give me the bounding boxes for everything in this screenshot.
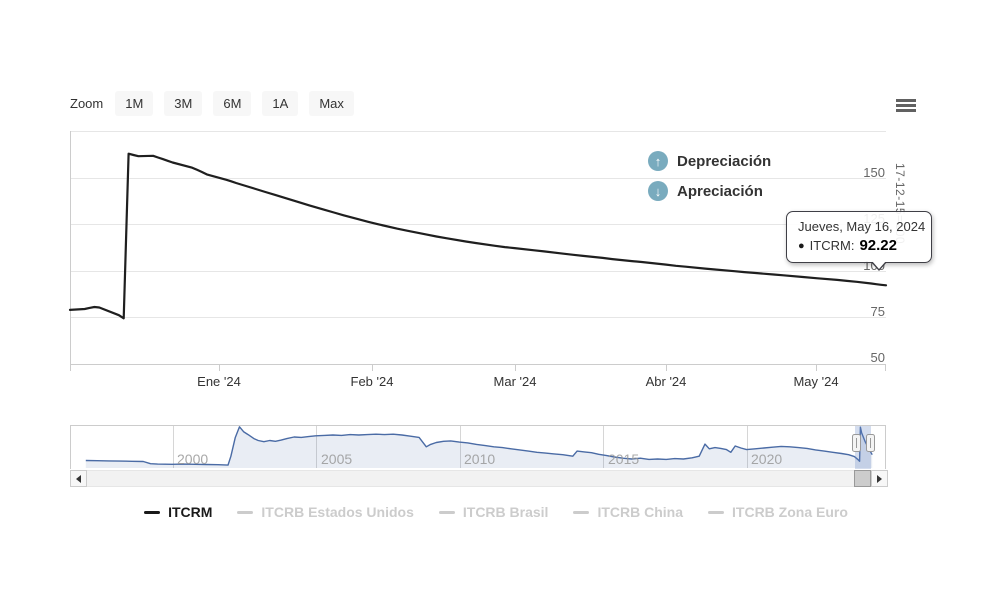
nav-label-2015: 2015 bbox=[608, 451, 640, 467]
hamburger-icon[interactable] bbox=[896, 96, 918, 114]
depreciation-row: ↑ Depreciación bbox=[646, 150, 778, 172]
series-legend: ITCRM ITCRB Estados Unidos ITCRB Brasil … bbox=[0, 504, 992, 520]
x-tick-feb24: Feb '24 bbox=[350, 374, 394, 389]
arrow-down-circle-icon: ↓ bbox=[648, 181, 668, 201]
legend-marker bbox=[144, 510, 161, 514]
direction-legend: ↑ Depreciación ↓ Apreciación bbox=[646, 150, 778, 202]
nav-label-2005: 2005 bbox=[321, 451, 353, 467]
legend-item-itcrb-estados-unidos[interactable]: ITCRB Estados Unidos bbox=[237, 504, 414, 520]
zoom-button-1a[interactable]: 1A bbox=[262, 91, 299, 116]
tooltip-date: Jueves, May 16, 2024 bbox=[798, 219, 926, 234]
legend-item-itcrm[interactable]: ITCRM bbox=[144, 504, 212, 520]
y-tick-50: 50 bbox=[870, 350, 885, 365]
legend-item-itcrb-china[interactable]: ITCRB China bbox=[573, 504, 683, 520]
legend-marker bbox=[438, 510, 455, 514]
legend-marker bbox=[708, 510, 725, 514]
scrollbar-left-button[interactable] bbox=[70, 470, 87, 487]
legend-label: ITCRB China bbox=[597, 504, 684, 520]
appreciation-row: ↓ Apreciación bbox=[646, 180, 778, 202]
zoom-button-max[interactable]: Max bbox=[309, 91, 354, 116]
appreciation-label: Apreciación bbox=[677, 182, 763, 200]
tooltip: Jueves, May 16, 2024 ● ITCRM: 92.22 bbox=[786, 211, 932, 271]
nav-label-2000: 2000 bbox=[177, 451, 209, 467]
x-tick-ene24: Ene '24 bbox=[197, 374, 241, 389]
right-triangle-icon bbox=[877, 474, 882, 483]
zoom-button-3m[interactable]: 3M bbox=[164, 91, 203, 116]
tooltip-value: 92.22 bbox=[859, 237, 897, 254]
y-tick-75: 75 bbox=[870, 304, 885, 319]
legend-label: ITCRB Zona Euro bbox=[732, 504, 848, 520]
scrollbar-right-button[interactable] bbox=[871, 470, 888, 487]
legend-marker bbox=[237, 510, 254, 514]
zoom-label: Zoom bbox=[70, 96, 104, 111]
nav-label-2020: 2020 bbox=[751, 451, 783, 467]
legend-label: ITCRB Brasil bbox=[462, 504, 549, 520]
legend-item-itcrb-zona-euro[interactable]: ITCRB Zona Euro bbox=[708, 504, 848, 520]
x-tick-abr24: Abr '24 bbox=[645, 374, 687, 389]
navigator-gridlines bbox=[173, 426, 748, 468]
legend-item-itcrb-brasil[interactable]: ITCRB Brasil bbox=[438, 504, 549, 520]
x-tick-may24: May '24 bbox=[793, 374, 839, 389]
arrow-up-circle-icon: ↑ bbox=[648, 151, 668, 171]
x-tick-mar24: Mar '24 bbox=[493, 374, 537, 389]
nav-label-2010: 2010 bbox=[464, 451, 496, 467]
y-tick-150: 150 bbox=[863, 165, 885, 180]
series-marker-icon: ● bbox=[798, 239, 805, 252]
left-triangle-icon bbox=[76, 474, 81, 483]
scrollbar-thumb[interactable] bbox=[854, 470, 871, 487]
zoom-button-6m[interactable]: 6M bbox=[213, 91, 252, 116]
scrollbar-track[interactable] bbox=[87, 470, 871, 487]
depreciation-label: Depreciación bbox=[677, 152, 772, 170]
legend-marker bbox=[573, 510, 590, 514]
navigator-handle-right[interactable] bbox=[866, 434, 875, 452]
legend-label: ITCRM bbox=[168, 504, 213, 520]
navigator-handle-left[interactable] bbox=[852, 434, 861, 452]
tooltip-series-row: ● ITCRM: 92.22 bbox=[798, 237, 920, 254]
range-selector: Zoom 1M 3M 6M 1A Max bbox=[70, 91, 365, 116]
zoom-button-1m[interactable]: 1M bbox=[115, 91, 154, 116]
legend-label: ITCRB Estados Unidos bbox=[261, 504, 414, 520]
tooltip-series-label: ITCRM: bbox=[809, 238, 855, 253]
x-axis-ticks bbox=[70, 364, 886, 371]
